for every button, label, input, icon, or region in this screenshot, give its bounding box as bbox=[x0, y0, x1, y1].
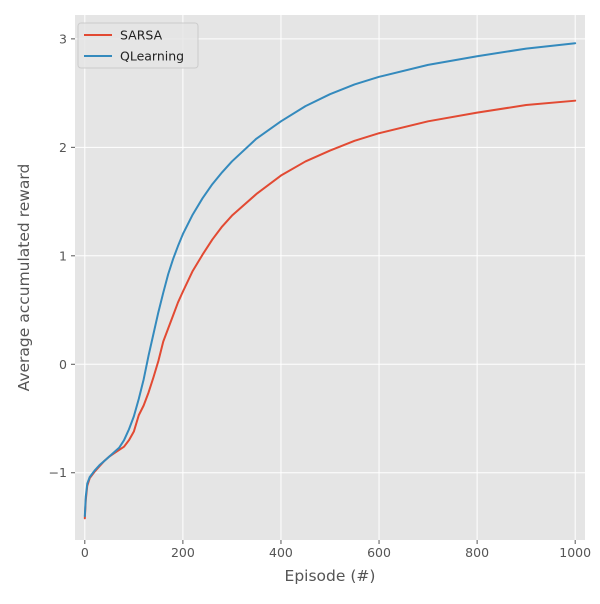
y-tick-label: 0 bbox=[59, 357, 67, 372]
x-tick-label: 200 bbox=[171, 545, 195, 560]
x-tick-label: 400 bbox=[269, 545, 293, 560]
y-tick-label: 2 bbox=[59, 140, 67, 155]
y-axis-label: Average accumulated reward bbox=[15, 164, 33, 392]
y-tick-label: 3 bbox=[59, 31, 67, 46]
x-axis-label: Episode (#) bbox=[285, 567, 376, 585]
legend-label-qlearning: QLearning bbox=[120, 49, 184, 64]
legend-label-sarsa: SARSA bbox=[120, 28, 163, 43]
x-tick-label: 800 bbox=[465, 545, 489, 560]
x-tick-label: 0 bbox=[81, 545, 89, 560]
series-lines bbox=[83, 42, 577, 520]
series-line-qlearning bbox=[83, 42, 577, 518]
y-tick-label: −1 bbox=[49, 465, 67, 480]
grid-lines bbox=[75, 15, 585, 540]
y-tick-label: 1 bbox=[59, 248, 67, 263]
plot-area bbox=[75, 15, 585, 540]
x-tick-label: 1000 bbox=[559, 545, 591, 560]
axis-ticks: 0 200 400 600 800 1000 −1 0 1 2 3 bbox=[49, 31, 592, 560]
legend: SARSA QLearning bbox=[77, 22, 199, 69]
x-tick-label: 600 bbox=[367, 545, 391, 560]
